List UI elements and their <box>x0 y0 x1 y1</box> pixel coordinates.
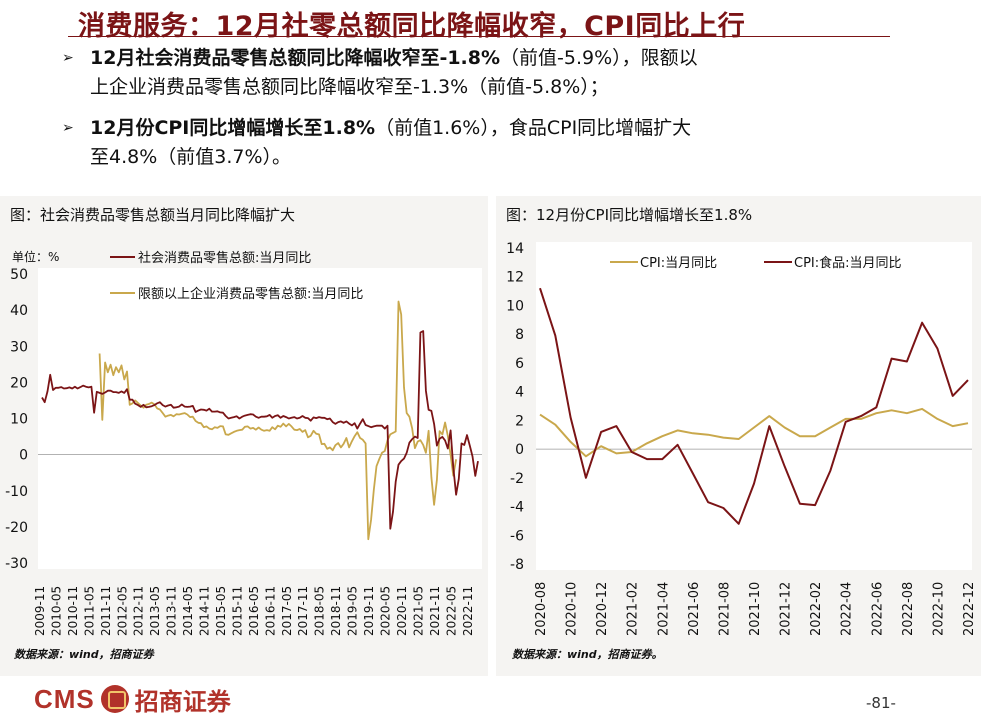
x-tick-label: 2020-08 <box>534 582 549 636</box>
y-tick-label: 10 <box>10 412 28 428</box>
legend-label-food-cpi: CPI:食品:当月同比 <box>794 255 902 271</box>
y-tick-label: 6 <box>515 356 524 372</box>
arrow-bullet-icon: ➢ <box>62 50 74 66</box>
x-tick-label: 2017-05 <box>280 586 294 636</box>
x-tick-label: 2021-05 <box>411 586 425 636</box>
series-line-cpi <box>539 407 969 458</box>
cpi-chart-panel: 图：12月份CPI同比增幅增长至1.8% 14 12 10 8 6 4 2 0 -2 -4 -6 -8… <box>496 196 981 676</box>
x-tick-label: 2015-11 <box>230 586 244 636</box>
x-tick-label: 2019-11 <box>362 586 376 636</box>
x-tick-label: 2020-10 <box>565 582 580 636</box>
x-tick-label: 2021-04 <box>656 582 671 636</box>
y-tick-label: -10 <box>5 484 28 500</box>
x-tick-label: 2022-10 <box>931 582 946 636</box>
arrow-bullet-icon: ➢ <box>62 120 74 136</box>
x-tick-label: 2020-11 <box>395 586 409 636</box>
plot-area <box>38 268 482 569</box>
x-tick-label: 2021-02 <box>626 582 641 636</box>
y-tick-label: 2 <box>515 413 524 429</box>
x-tick-label: 2010-11 <box>66 586 80 636</box>
x-tick-label: 2022-08 <box>901 582 916 636</box>
x-tick-label: 2012-05 <box>115 586 129 636</box>
x-tick-label: 2021-10 <box>748 582 763 636</box>
chart-2-source: 数据来源：wind，招商证券。 <box>512 648 663 661</box>
plot-area <box>536 242 972 570</box>
x-tick-label: 2018-11 <box>329 586 343 636</box>
x-tick-label: 2021-12 <box>779 582 794 636</box>
series-line-total-retail <box>41 330 479 530</box>
y-tick-label: -4 <box>510 500 524 516</box>
y-tick-label: -6 <box>510 528 524 544</box>
x-tick-label: 2013-05 <box>148 586 162 636</box>
x-tick-label: 2016-05 <box>247 586 261 636</box>
bullet-2-line2: 至4.8%（前值3.7%）。 <box>90 146 292 168</box>
y-tick-label: 4 <box>515 385 524 401</box>
y-tick-label: -2 <box>510 471 524 487</box>
x-tick-label: 2022-12 <box>962 582 977 636</box>
chart-1-source: 数据来源：wind，招商证券 <box>14 648 154 661</box>
chart-1-title: 图：社会消费品零售总额当月同比降幅扩大 <box>10 206 296 224</box>
x-tick-label: 2020-05 <box>379 586 393 636</box>
x-tick-label: 2021-11 <box>428 586 442 636</box>
bullet-2: ➢ 12月份CPI同比增幅增长至1.8%（前值1.6%），食品CPI同比增幅扩大… <box>62 114 922 172</box>
x-tick-label: 2022-02 <box>809 582 824 636</box>
y-tick-label: 8 <box>515 327 524 343</box>
bullet-2-bold: 12月份CPI同比增幅增长至1.8% <box>90 117 376 139</box>
y-tick-label: 20 <box>10 375 28 391</box>
x-tick-label: 2019-05 <box>346 586 360 636</box>
chart-2-title: 图：12月份CPI同比增幅增长至1.8% <box>506 206 753 224</box>
series-line-above-limit <box>98 300 457 541</box>
page-number: -81- <box>866 694 896 712</box>
x-tick-label: 2021-08 <box>717 582 732 636</box>
cms-logo: CMS 招商证券 <box>34 683 231 716</box>
x-tick-label: 2020-12 <box>595 582 610 636</box>
cms-logo-cn: 招商证券 <box>134 687 231 716</box>
y-tick-label: 30 <box>10 339 28 355</box>
title-underline <box>68 36 890 37</box>
legend-label-above-limit: 限额以上企业消费品零售总额:当月同比 <box>138 286 363 302</box>
y-tick-label: -30 <box>5 556 28 572</box>
x-tick-label: 2022-11 <box>461 586 475 636</box>
y-tick-label: 10 <box>506 298 524 314</box>
x-tick-label: 2010-05 <box>49 586 63 636</box>
legend-label-total: 社会消费品零售总额:当月同比 <box>138 250 311 266</box>
unit-label: 单位：% <box>12 249 59 264</box>
cms-logo-icon <box>100 685 129 713</box>
retail-sales-chart-panel: 图：社会消费品零售总额当月同比降幅扩大 50 40 30 20 10 0 -10 -20 -30… <box>0 196 488 676</box>
legend-label-cpi: CPI:当月同比 <box>640 256 717 271</box>
y-tick-label: 0 <box>515 442 524 458</box>
x-tick-label: 2012-11 <box>132 586 146 636</box>
y-tick-label: 14 <box>506 241 524 257</box>
cms-logo-text: CMS <box>34 683 95 714</box>
series-line-food-cpi <box>539 287 969 525</box>
x-tick-label: 2015-05 <box>214 586 228 636</box>
x-tick-label: 2021-06 <box>687 582 702 636</box>
x-tick-label: 2013-11 <box>165 586 179 636</box>
bullet-2-rest: （前值1.6%），食品CPI同比增幅扩大 <box>375 117 692 139</box>
y-tick-label: 0 <box>19 448 28 464</box>
y-tick-label: -8 <box>510 557 524 573</box>
y-tick-label: 12 <box>506 270 524 286</box>
bullet-1-rest: （前值-5.9%），限额以 <box>500 47 698 69</box>
x-tick-label: 2022-05 <box>444 586 458 636</box>
x-tick-label: 2011-11 <box>99 586 113 636</box>
x-tick-label: 2009-11 <box>33 586 47 636</box>
x-tick-label: 2014-11 <box>198 586 212 636</box>
y-tick-label: 40 <box>10 303 28 319</box>
x-tick-label: 2016-11 <box>263 586 277 636</box>
bullet-1: ➢ 12月社会消费品零售总额同比降幅收窄至-1.8%（前值-5.9%），限额以 … <box>62 44 922 102</box>
bullet-1-bold: 12月社会消费品零售总额同比降幅收窄至-1.8% <box>90 47 501 69</box>
x-tick-label: 2022-04 <box>840 582 855 636</box>
bullet-1-line2: 上企业消费品零售总额同比降幅收窄至-1.3%（前值-5.8%）； <box>90 76 609 98</box>
cpi-chart: 14 12 10 8 6 4 2 0 -2 -4 -6 -8 2020-08 2020-10 2020-12… <box>506 241 977 636</box>
x-tick-label: 2017-11 <box>296 586 310 636</box>
page-title: 消费服务：12月社零总额同比降幅收窄，CPI同比上行 <box>78 11 746 42</box>
y-tick-label: 50 <box>10 267 28 283</box>
y-tick-label: -20 <box>5 520 28 536</box>
x-tick-label: 2022-06 <box>870 582 885 636</box>
x-tick-label: 2011-05 <box>82 586 96 636</box>
x-tick-label: 2018-05 <box>313 586 327 636</box>
x-tick-label: 2014-05 <box>181 586 195 636</box>
